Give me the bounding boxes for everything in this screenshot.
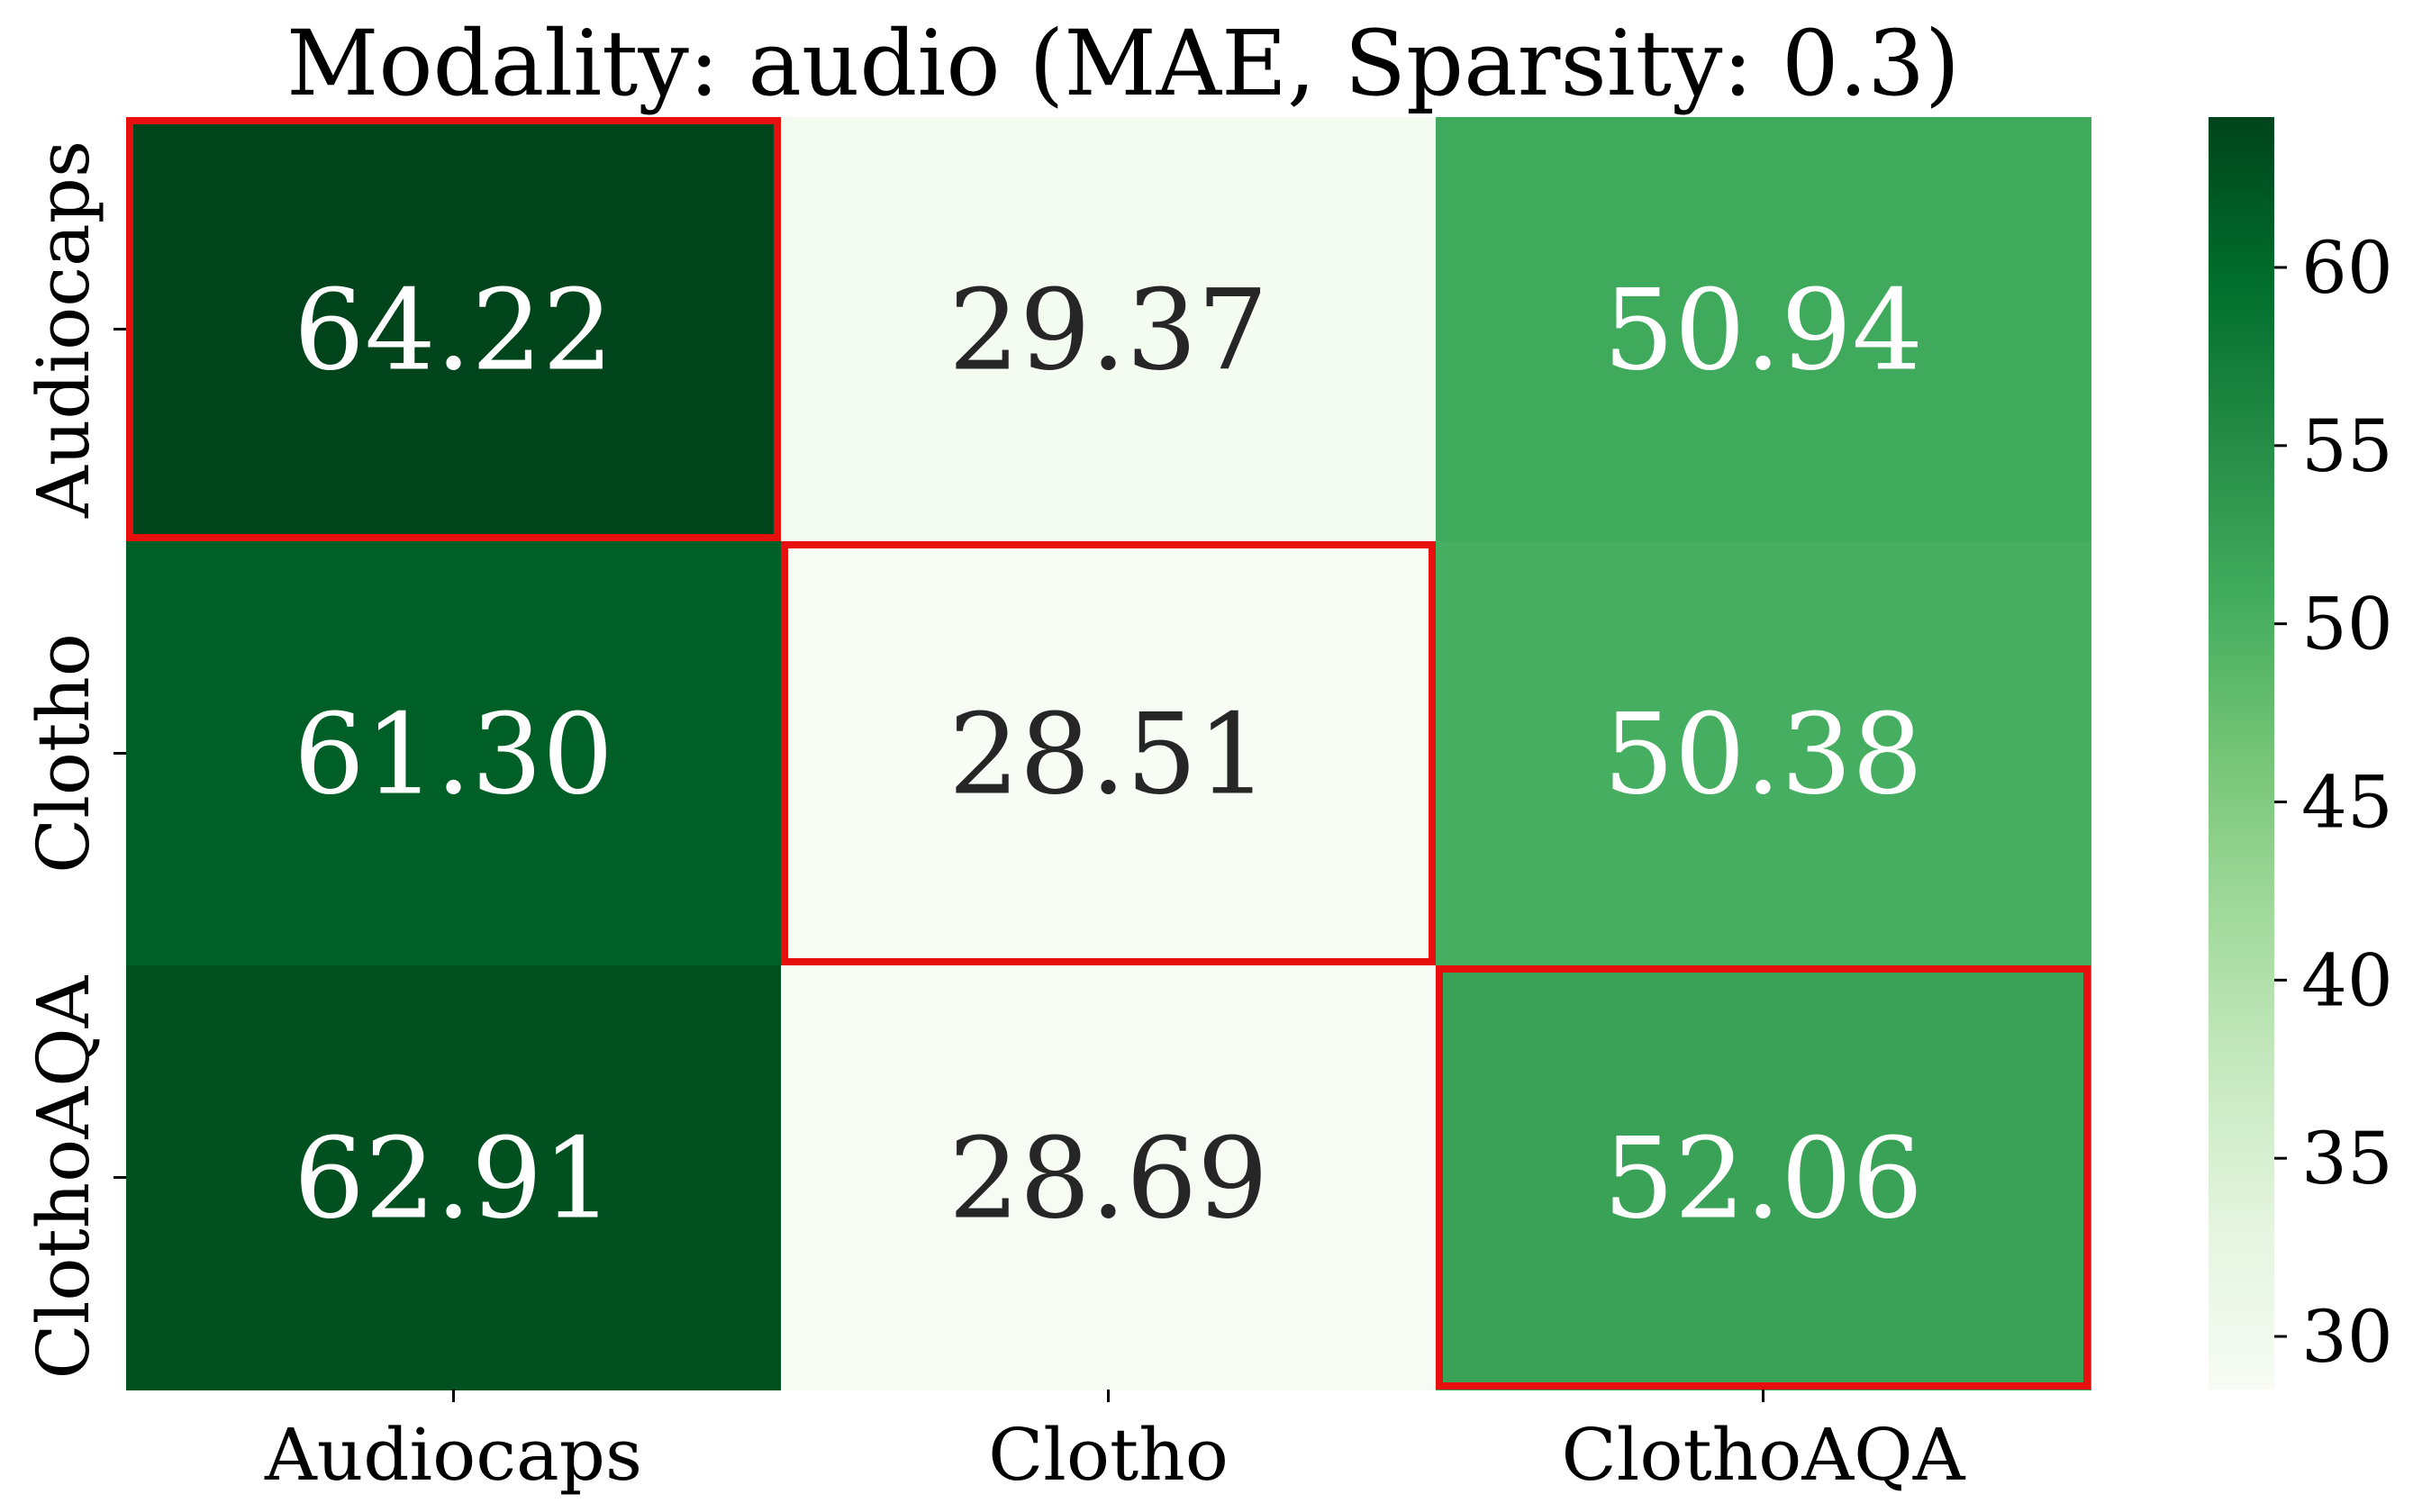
heatmap-cell <box>126 541 782 966</box>
colorbar-tick-label: 55 <box>2301 404 2393 488</box>
x-tick-label: Clotho <box>988 1413 1229 1497</box>
colorbar-tick-label: 40 <box>2301 938 2393 1022</box>
cell-value-label: 64.22 <box>294 267 613 396</box>
cell-value-label: 50.94 <box>1603 267 1923 396</box>
highlight-box <box>1436 965 2091 1390</box>
heatmap-cell <box>781 117 1437 542</box>
diagonal-highlights <box>126 117 2091 1390</box>
x-axis: Audiocaps Clotho ClothoAQA <box>264 1390 1966 1497</box>
heatmap-cell <box>1436 541 2091 966</box>
x-tick-label: ClothoAQA <box>1562 1413 1966 1497</box>
colorbar-tick-label: 35 <box>2301 1117 2393 1200</box>
colorbar-gradient <box>2209 117 2274 1390</box>
highlight-box <box>781 541 1436 965</box>
cell-value-label: 61.30 <box>294 691 613 820</box>
x-tick-label: Audiocaps <box>264 1413 642 1497</box>
cell-value-label: 28.51 <box>948 691 1268 820</box>
heatmap-cell <box>1436 965 2091 1390</box>
colorbar-tick-label: 30 <box>2301 1295 2393 1379</box>
colorbar-tick-label: 60 <box>2301 226 2393 310</box>
cell-value-label: 28.69 <box>948 1115 1268 1245</box>
y-tick-label: ClothoAQA <box>22 974 105 1379</box>
chart-title: Modality: audio (MAE, Sparsity: 0.3) <box>286 11 1960 116</box>
cell-value-label: 50.38 <box>1603 691 1923 820</box>
y-tick-label: Clotho <box>22 633 105 874</box>
heatmap-cell <box>1436 117 2091 542</box>
cell-value-label: 62.91 <box>294 1115 613 1245</box>
heatmap-cells: 64.22 29.37 50.94 61.30 28.51 50.38 62.91 28.69… <box>126 117 2091 1390</box>
highlight-box <box>126 117 781 541</box>
colorbar-tick-label: 50 <box>2301 583 2393 666</box>
heatmap-cell <box>781 541 1437 966</box>
y-axis: Audiocaps Clotho ClothoAQA <box>22 140 126 1379</box>
heatmap-cell <box>126 117 782 542</box>
heatmap-cell <box>781 965 1437 1390</box>
y-tick-label: Audiocaps <box>22 140 105 519</box>
cell-value-label: 29.37 <box>948 267 1268 396</box>
heatmap-cell <box>126 965 782 1390</box>
colorbar-tick-label: 45 <box>2301 761 2393 845</box>
cell-value-label: 52.06 <box>1603 1115 1923 1245</box>
colorbar: 30 35 40 45 50 55 60 <box>2209 117 2393 1390</box>
